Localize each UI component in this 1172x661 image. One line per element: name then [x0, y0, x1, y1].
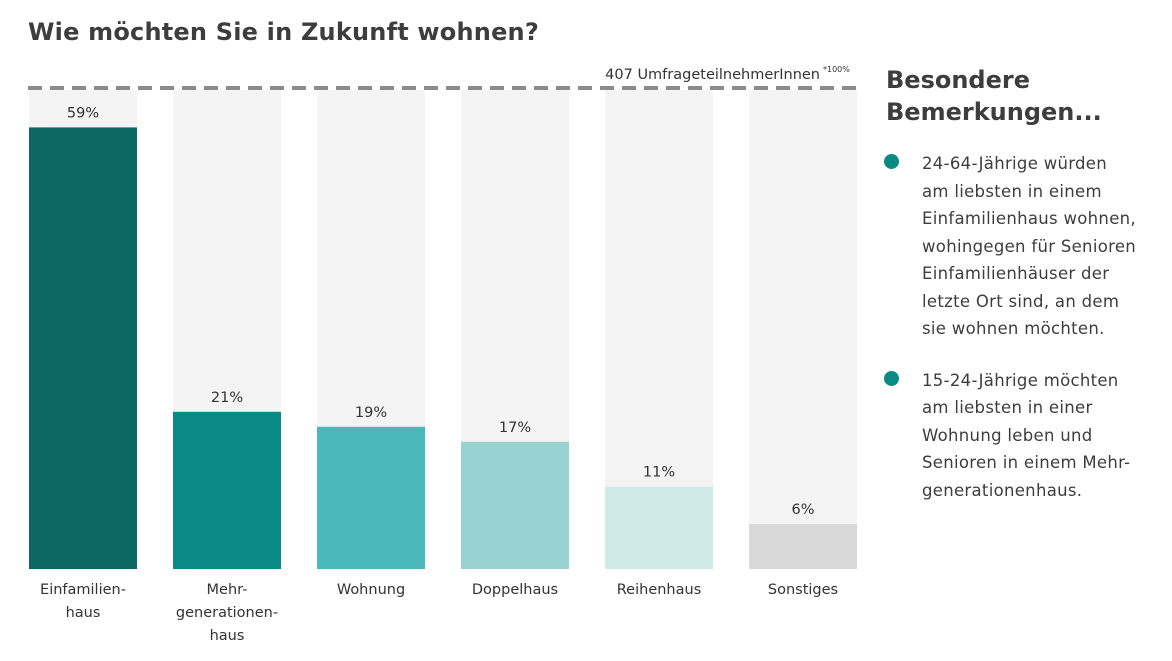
remarks-heading: Besondere Bemerkungen...	[886, 66, 1102, 126]
remark-item: 24-64-Jährige würden am liebsten in eine…	[884, 150, 1168, 343]
bar	[461, 441, 569, 569]
value-label: 59%	[67, 105, 99, 121]
value-label: 19%	[355, 405, 387, 421]
reference-label: 407 UmfrageteilnehmerInnen	[605, 67, 820, 83]
reference-note: *100%	[823, 65, 850, 74]
value-label: 17%	[499, 420, 531, 436]
category-label: Reihenhaus	[617, 582, 702, 598]
bar	[749, 524, 857, 569]
bar-track	[749, 90, 857, 569]
value-label: 6%	[791, 502, 814, 518]
category-label: Sonstiges	[768, 582, 838, 598]
bar-chart: 59% 21% 19% 17% 11% 6% Einfamilien-haus Mehr-g…	[28, 65, 857, 644]
bar	[317, 426, 425, 569]
remarks-list: 24-64-Jährige würden am liebsten in eine…	[884, 150, 1168, 528]
bullet-dot-icon	[884, 370, 899, 386]
category-label: Wohnung	[337, 582, 405, 598]
remark-item: 15-24-Jährige möchten am liebsten in ein…	[884, 367, 1168, 505]
bar	[173, 411, 281, 569]
chart-title: Wie möchten Sie in Zukunft wohnen?	[28, 18, 539, 46]
remark-text: 24-64-Jährige würden am liebsten in eine…	[922, 154, 1137, 338]
category-label: Einfamilien-haus	[40, 582, 126, 621]
value-label: 21%	[211, 390, 243, 406]
value-label: 11%	[643, 465, 675, 481]
bullet-dot-icon	[884, 154, 899, 169]
bar	[605, 486, 713, 569]
bar	[29, 127, 137, 569]
category-label: Mehr-generationen-haus	[176, 582, 278, 644]
category-label: Doppelhaus	[472, 582, 558, 598]
remark-text: 15-24-Jährige möchten am liebsten in ein…	[922, 370, 1131, 500]
